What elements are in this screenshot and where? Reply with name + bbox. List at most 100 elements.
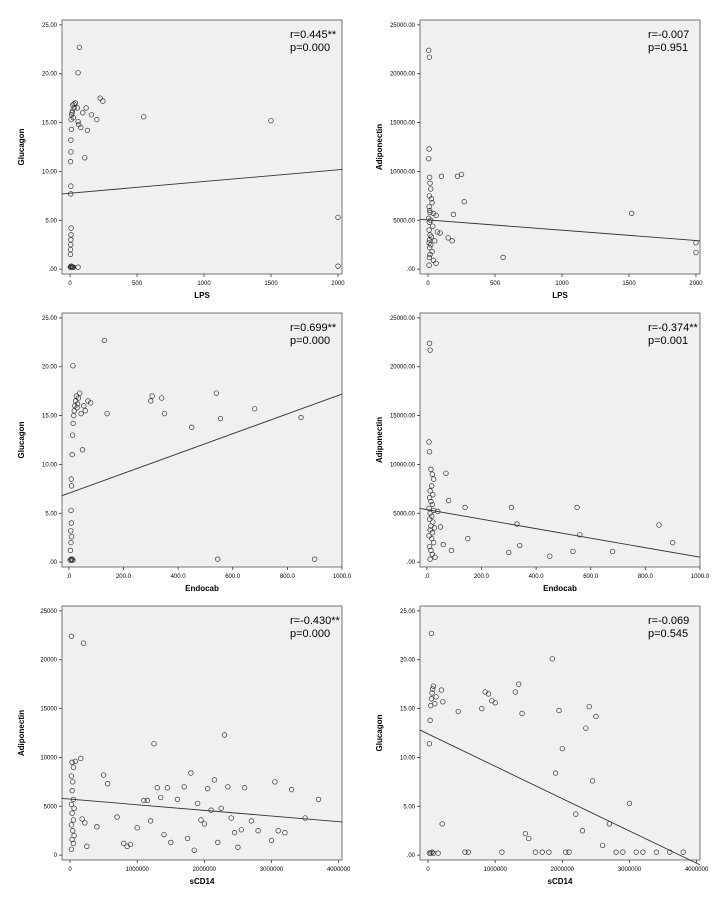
data-point xyxy=(268,837,275,844)
data-point xyxy=(312,556,318,562)
data-point xyxy=(426,505,432,512)
x-tick-label: 0 xyxy=(426,281,430,287)
data-point xyxy=(426,174,433,180)
data-point xyxy=(426,207,433,214)
data-point xyxy=(506,549,512,555)
data-point xyxy=(455,708,461,715)
x-tick-label: .0 xyxy=(424,574,430,580)
data-point xyxy=(154,785,160,791)
x-tick-label: 1000.0 xyxy=(691,574,710,580)
data-point xyxy=(335,214,341,220)
scatter-chart-lps-glucagon: 0 500 1000 1500 2000 .00 5.00 10.00 15.00 20.00 25… xyxy=(10,18,350,308)
x-tick-label: 4000000 xyxy=(327,867,351,873)
data-point xyxy=(238,827,244,833)
x-axis-title: sCD14 xyxy=(548,877,573,886)
data-point xyxy=(629,210,635,217)
data-point xyxy=(71,805,77,811)
y-tick-label: 15.00 xyxy=(42,414,58,420)
data-point xyxy=(426,254,433,261)
y-tick-label: 20.00 xyxy=(42,72,58,78)
x-tick-label: 200.0 xyxy=(474,574,490,580)
y-tick-label: 20000.00 xyxy=(390,72,416,78)
data-point xyxy=(586,703,592,710)
data-point xyxy=(450,211,457,218)
data-point xyxy=(121,840,127,847)
data-point xyxy=(446,497,452,504)
stat-p-value: p=0.545 xyxy=(648,628,688,640)
data-point xyxy=(430,683,437,689)
data-point xyxy=(68,539,74,546)
data-point xyxy=(134,825,140,831)
data-point xyxy=(335,263,341,269)
data-point xyxy=(82,155,88,161)
data-point xyxy=(609,548,616,555)
stat-p-value: p=0.000 xyxy=(290,335,330,347)
data-point xyxy=(105,781,111,787)
data-point xyxy=(188,770,194,776)
data-point xyxy=(522,830,529,837)
data-point xyxy=(194,800,201,806)
data-point xyxy=(589,778,596,784)
data-point xyxy=(426,516,433,522)
y-tick-label: 25.00 xyxy=(42,23,58,29)
data-point xyxy=(68,191,74,197)
y-tick-label: 15000.00 xyxy=(390,414,416,420)
y-tick-label: 15.00 xyxy=(400,707,416,713)
data-point xyxy=(656,522,662,528)
data-point xyxy=(516,681,522,687)
data-point xyxy=(429,501,435,508)
x-tick-label: 2000 xyxy=(689,281,703,287)
scatter-chart-endocab-adiponectin: .0 200.0 400.0 600.0 800.0 1000.0 .00 5000.00 10… xyxy=(368,311,710,601)
fit-line xyxy=(61,169,343,195)
data-point xyxy=(70,764,77,770)
data-point xyxy=(432,238,438,244)
y-tick-label: 5000.00 xyxy=(393,511,415,517)
data-point xyxy=(626,800,633,806)
y-axis-title: Adiponectin xyxy=(375,417,384,463)
data-point xyxy=(97,95,103,101)
data-point xyxy=(428,196,435,202)
data-point xyxy=(680,849,686,855)
data-point xyxy=(430,492,436,498)
data-point xyxy=(75,395,82,401)
data-point xyxy=(429,483,435,489)
x-tick-label: 400.0 xyxy=(171,574,187,580)
y-tick-label: 25000.00 xyxy=(390,316,416,322)
data-point xyxy=(426,156,432,162)
y-tick-label: 15000 xyxy=(40,707,57,713)
data-point xyxy=(181,784,187,790)
y-tick-label: .00 xyxy=(407,853,416,859)
data-point xyxy=(426,340,433,346)
data-point xyxy=(426,47,432,53)
x-tick-label: 4000000 xyxy=(685,867,709,873)
data-point xyxy=(462,849,468,855)
data-point xyxy=(427,488,433,494)
data-point xyxy=(428,498,434,505)
x-tick-label: 1000000 xyxy=(484,867,508,873)
data-point xyxy=(431,539,437,546)
data-point xyxy=(514,521,520,527)
data-point xyxy=(88,400,94,406)
data-point xyxy=(445,235,451,241)
data-point xyxy=(275,828,281,834)
data-point xyxy=(74,405,80,411)
data-point xyxy=(427,556,433,562)
data-point xyxy=(68,822,75,828)
data-point xyxy=(198,817,204,823)
data-point xyxy=(461,199,467,205)
data-point xyxy=(427,347,433,353)
y-axis-title: Adiponectin xyxy=(17,710,26,756)
data-point xyxy=(68,534,75,540)
data-point xyxy=(70,420,76,427)
data-point xyxy=(94,824,100,830)
data-point xyxy=(282,829,288,836)
data-point xyxy=(221,732,228,738)
plot-area xyxy=(61,19,343,275)
data-point xyxy=(458,171,465,178)
stat-r-value: r=0.699** xyxy=(290,322,337,334)
data-point xyxy=(101,337,107,344)
plot-area xyxy=(419,19,701,275)
data-point xyxy=(71,101,77,107)
data-point xyxy=(552,770,559,776)
y-axis-title: Adiponectin xyxy=(375,124,384,170)
